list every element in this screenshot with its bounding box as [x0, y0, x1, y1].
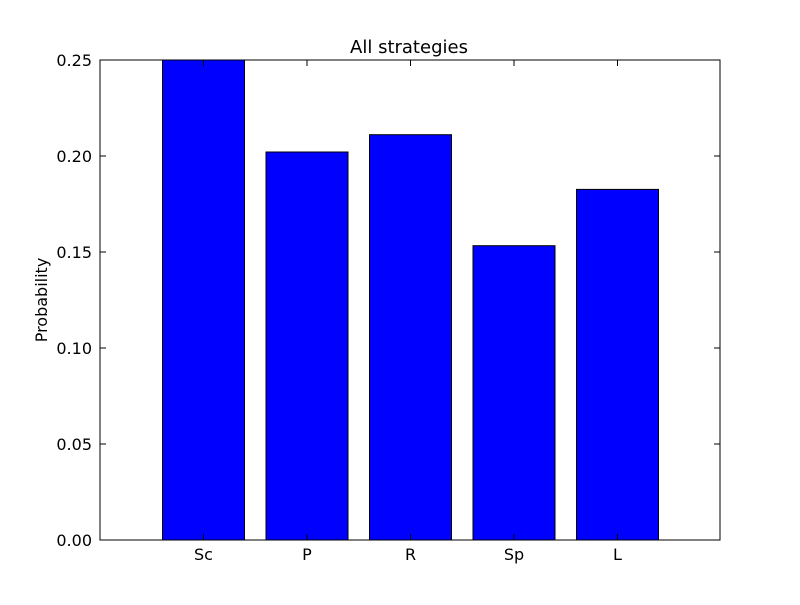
bar-p: [265, 151, 349, 541]
bar-l: [576, 188, 659, 541]
plot-frame: [99, 59, 721, 541]
ticks-layer: Sc P R Sp L 0.00 0.05 0.10 0.15 0.20 0.25: [56, 51, 720, 564]
bar-sp: [472, 245, 556, 541]
y-tick-label-0: 0.00: [56, 531, 92, 550]
y-tick-label-3: 0.15: [56, 243, 92, 262]
y-tick-label-4: 0.20: [56, 147, 92, 166]
x-tick-label-sp: Sp: [504, 545, 524, 564]
x-tick-label-sc: Sc: [194, 545, 213, 564]
x-tick-label-l: L: [613, 545, 622, 564]
bars-layer: [162, 59, 659, 541]
x-tick-label-r: R: [405, 545, 416, 564]
bar-sc: [162, 59, 245, 541]
x-tick-label-p: P: [302, 545, 312, 564]
chart-title: All strategies: [350, 37, 468, 58]
y-axis-label: Probability: [32, 258, 51, 343]
y-tick-label-5: 0.25: [56, 51, 92, 70]
bar-r: [369, 134, 452, 541]
y-tick-label-1: 0.05: [56, 435, 92, 454]
y-tick-label-2: 0.10: [56, 339, 92, 358]
